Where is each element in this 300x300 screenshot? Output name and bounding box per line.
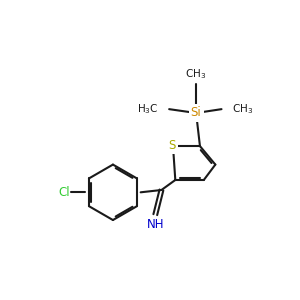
Text: H$_3$C: H$_3$C xyxy=(137,102,158,116)
Text: CH$_3$: CH$_3$ xyxy=(185,68,207,81)
Text: NH: NH xyxy=(147,218,165,232)
Text: Cl: Cl xyxy=(58,186,70,199)
Text: S: S xyxy=(169,139,176,152)
Text: Si: Si xyxy=(191,106,202,119)
Text: CH$_3$: CH$_3$ xyxy=(232,102,254,116)
